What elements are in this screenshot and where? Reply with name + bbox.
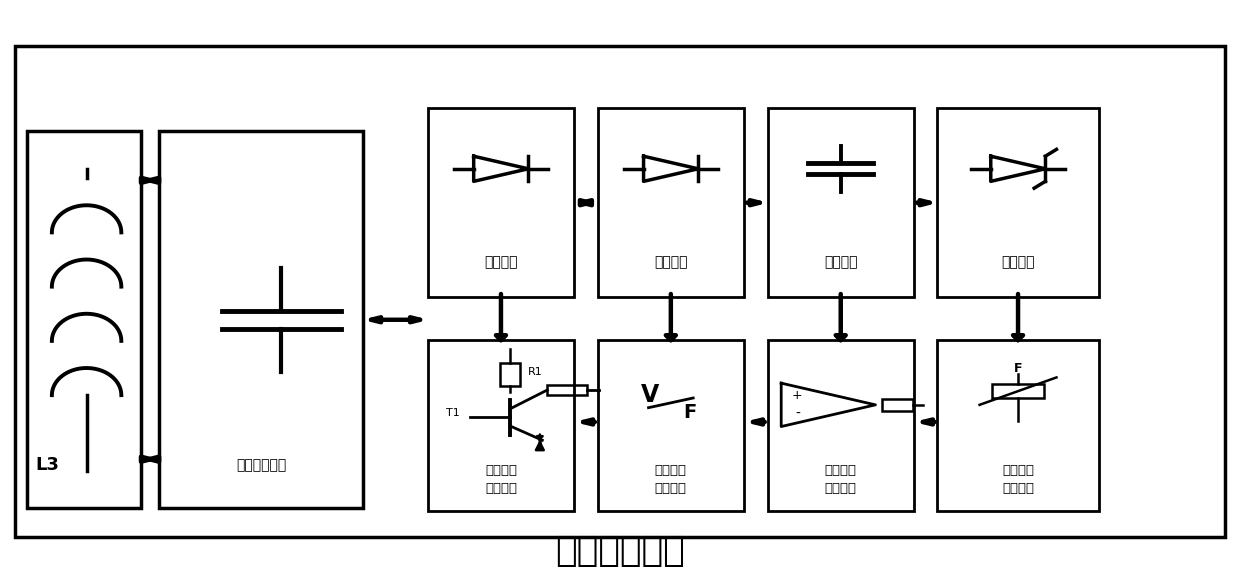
Text: 接收采集电路: 接收采集电路 <box>556 534 684 568</box>
Text: F: F <box>683 403 696 423</box>
Bar <box>937 108 1099 297</box>
Text: 稳压回路: 稳压回路 <box>1001 256 1035 270</box>
Bar <box>428 340 574 511</box>
Bar <box>159 131 363 508</box>
Bar <box>15 46 1225 537</box>
Text: 整流回路: 整流回路 <box>484 256 518 270</box>
Bar <box>882 399 913 411</box>
Text: R1: R1 <box>527 367 542 377</box>
Bar <box>992 384 1044 398</box>
Text: F: F <box>1014 362 1022 375</box>
Bar <box>598 340 744 511</box>
Bar <box>768 108 914 297</box>
Bar <box>937 340 1099 511</box>
Bar <box>500 363 520 386</box>
Bar <box>428 108 574 297</box>
Text: 电压转换
频率回路: 电压转换 频率回路 <box>655 464 687 495</box>
Bar <box>547 385 587 395</box>
Bar <box>27 131 141 508</box>
Text: L3: L3 <box>35 456 60 475</box>
Text: 信号调制
输出回路: 信号调制 输出回路 <box>485 464 517 495</box>
Text: 功率谐振回路: 功率谐振回路 <box>236 459 286 472</box>
Text: 滤波回路: 滤波回路 <box>823 256 858 270</box>
Text: -: - <box>795 407 800 421</box>
Text: 单向回路: 单向回路 <box>653 256 688 270</box>
Bar <box>768 340 914 511</box>
Text: V: V <box>641 383 658 407</box>
Bar <box>598 108 744 297</box>
Text: +: + <box>792 389 802 402</box>
Text: 应变信号
采集回路: 应变信号 采集回路 <box>1002 464 1034 495</box>
Text: 应变信号
放大回路: 应变信号 放大回路 <box>825 464 857 495</box>
Text: T1: T1 <box>446 408 460 418</box>
